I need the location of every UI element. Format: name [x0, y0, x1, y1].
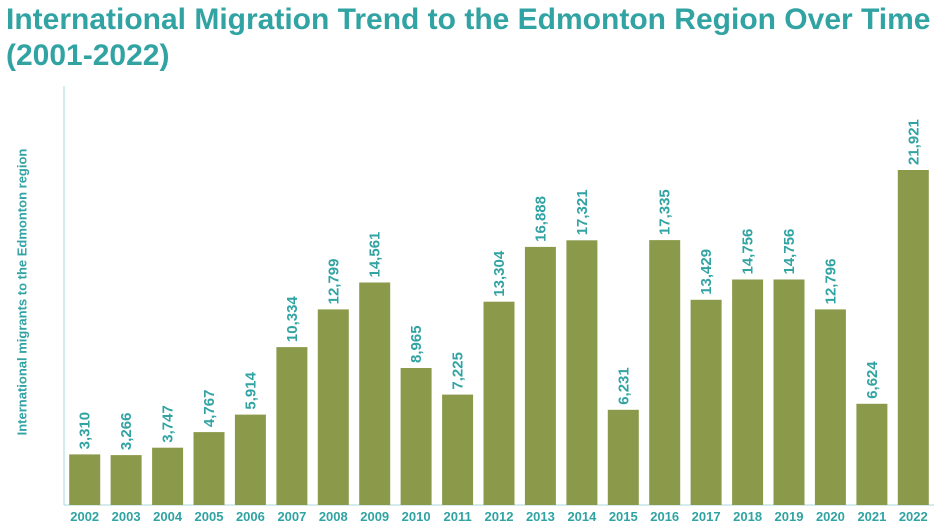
value-label-2004: 3,747	[160, 405, 177, 443]
bar-2013	[524, 246, 556, 505]
bar-2017	[690, 299, 722, 505]
x-tick-label-2006: 2006	[236, 509, 265, 524]
bar-2007	[276, 347, 308, 505]
bar-2014	[566, 240, 598, 506]
bar-2010	[400, 368, 432, 505]
x-tick-label-2007: 2007	[277, 509, 306, 524]
value-label-2011: 7,225	[450, 352, 467, 390]
value-label-2002: 3,310	[77, 412, 94, 450]
x-tick-label-2022: 2022	[899, 509, 928, 524]
value-label-2018: 14,756	[740, 229, 757, 275]
x-tick-label-2015: 2015	[609, 509, 638, 524]
bar-2006	[234, 414, 266, 505]
value-label-2015: 6,231	[615, 367, 632, 405]
bar-2009	[359, 282, 391, 505]
x-tick-label-2010: 2010	[402, 509, 431, 524]
value-label-2007: 10,334	[284, 296, 301, 343]
bar-2022	[897, 170, 929, 505]
value-label-2005: 4,767	[201, 390, 218, 428]
x-tick-label-2018: 2018	[733, 509, 762, 524]
value-label-2012: 13,304	[491, 250, 508, 297]
bar-2019	[773, 279, 805, 505]
bar-2018	[732, 279, 764, 505]
x-tick-label-2003: 2003	[112, 509, 141, 524]
bar-2003	[110, 455, 142, 505]
x-tick-label-2014: 2014	[567, 509, 597, 524]
value-label-2019: 14,756	[781, 229, 798, 275]
bar-2005	[193, 432, 225, 505]
x-tick-label-2019: 2019	[775, 509, 804, 524]
x-tick-label-2004: 2004	[153, 509, 183, 524]
value-label-2016: 17,335	[657, 189, 674, 235]
x-tick-label-2011: 2011	[443, 509, 471, 524]
x-tick-label-2002: 2002	[70, 509, 99, 524]
x-tick-label-2017: 2017	[692, 509, 721, 524]
value-label-2008: 12,799	[325, 259, 342, 305]
value-label-2013: 16,888	[532, 196, 549, 242]
x-tick-label-2005: 2005	[195, 509, 224, 524]
value-label-2017: 13,429	[698, 249, 715, 295]
value-label-2003: 3,266	[118, 413, 135, 451]
bar-2004	[152, 447, 184, 505]
value-label-2020: 12,796	[822, 259, 839, 305]
bar-2016	[649, 240, 681, 505]
bar-2021	[856, 403, 888, 505]
value-label-2021: 6,624	[864, 361, 881, 399]
value-labels-group: 3,310 3,266 3,747 4,767 5,914 10,334 12,799 14,…	[77, 119, 923, 450]
x-tick-label-2008: 2008	[319, 509, 348, 524]
x-tick-label-2016: 2016	[650, 509, 679, 524]
value-label-2009: 14,561	[367, 232, 384, 278]
bar-2012	[483, 301, 515, 505]
x-tick-label-2013: 2013	[526, 509, 555, 524]
x-tick-labels-group: 2002 2003 2004 2005 2006 2007 2008 2009 2010 2011…	[70, 509, 928, 524]
x-tick-label-2020: 2020	[816, 509, 845, 524]
x-tick-label-2012: 2012	[485, 509, 514, 524]
value-label-2010: 8,965	[408, 325, 425, 363]
value-label-2006: 5,914	[242, 371, 259, 409]
bar-2002	[69, 454, 101, 505]
x-tick-label-2021: 2021	[857, 509, 886, 524]
chart-title: International Migration Trend to the Edm…	[6, 3, 931, 72]
bar-2020	[814, 309, 846, 505]
bar-2015	[607, 409, 639, 505]
bar-2008	[317, 309, 349, 505]
x-tick-label-2009: 2009	[360, 509, 389, 524]
value-label-2014: 17,321	[574, 189, 591, 235]
value-label-2022: 21,921	[905, 119, 922, 165]
bars-group	[69, 170, 929, 506]
bar-2011	[442, 394, 474, 505]
